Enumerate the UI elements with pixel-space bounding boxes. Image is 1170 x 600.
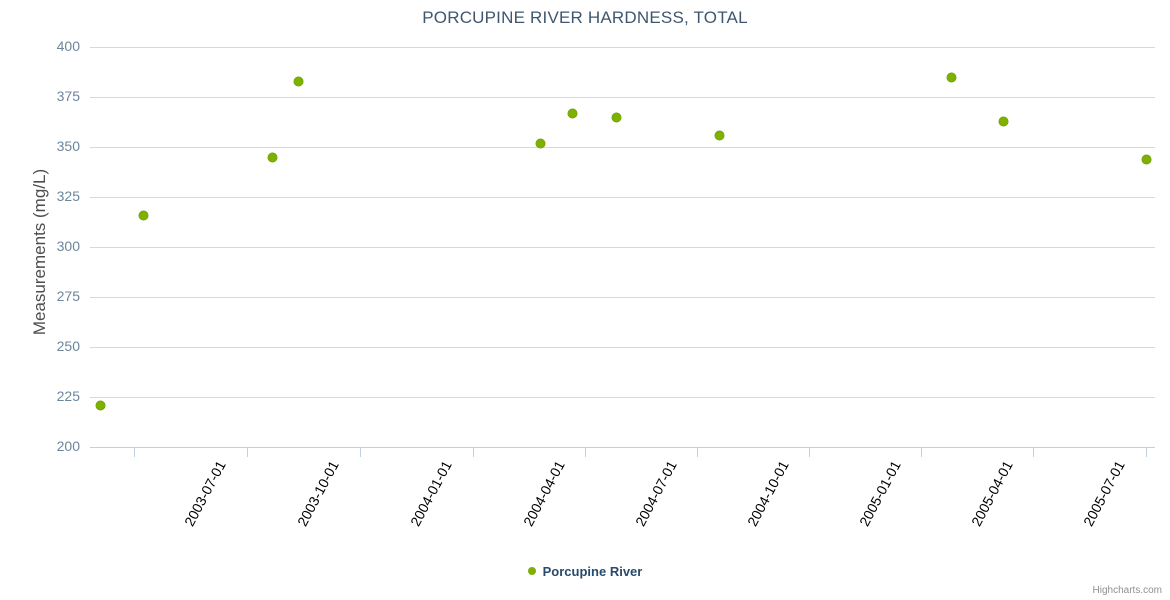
y-axis-tick-label: 400	[56, 38, 80, 54]
data-point[interactable]	[567, 108, 577, 118]
legend-marker-icon	[527, 567, 536, 575]
x-axis-tick-label: 2004-04-01	[519, 458, 568, 529]
x-axis-tick	[585, 448, 586, 457]
data-point[interactable]	[535, 138, 545, 148]
x-axis-tick	[921, 448, 922, 457]
data-point[interactable]	[946, 72, 956, 82]
credits-link[interactable]: Highcharts.com	[1092, 585, 1162, 596]
x-axis-tick	[697, 448, 698, 457]
y-axis-tick-label: 350	[56, 138, 80, 154]
y-axis-tick-label: 325	[56, 188, 80, 204]
x-axis-tick-label: 2004-07-01	[631, 458, 680, 529]
data-point[interactable]	[998, 116, 1008, 126]
x-axis-tick	[1146, 448, 1147, 457]
x-axis-tick-label: 2005-04-01	[967, 458, 1016, 529]
y-axis-tick-label: 375	[56, 88, 80, 104]
x-axis-tick-label: 2005-07-01	[1079, 458, 1128, 529]
data-point[interactable]	[611, 112, 621, 122]
grid-line	[90, 347, 1155, 348]
grid-line	[90, 247, 1155, 248]
data-point[interactable]	[138, 210, 148, 220]
x-axis-tick	[134, 448, 135, 457]
x-axis-tick-label: 2003-10-01	[293, 458, 342, 529]
x-axis-line	[90, 447, 1155, 448]
legend-item-label: Porcupine River	[542, 563, 643, 579]
plot-area	[90, 47, 1155, 447]
y-axis-tick-label: 275	[56, 288, 80, 304]
x-axis-tick	[473, 448, 474, 457]
grid-line	[90, 297, 1155, 298]
x-axis-tick	[1033, 448, 1034, 457]
data-point[interactable]	[714, 130, 724, 140]
y-axis-tick-label: 200	[56, 438, 80, 454]
grid-line	[90, 397, 1155, 398]
y-axis-tick-label: 225	[56, 388, 80, 404]
data-point[interactable]	[95, 400, 105, 410]
chart-legend: Porcupine River	[0, 563, 1170, 579]
x-axis-tick-label: 2005-01-01	[855, 458, 904, 529]
x-axis-tick-label: 2004-01-01	[406, 458, 455, 529]
y-axis-tick-label: 300	[56, 238, 80, 254]
data-point[interactable]	[267, 152, 277, 162]
grid-line	[90, 47, 1155, 48]
y-axis-tick-label: 250	[56, 338, 80, 354]
grid-line	[90, 97, 1155, 98]
data-point[interactable]	[293, 76, 303, 86]
x-axis-tick-label: 2003-07-01	[180, 458, 229, 529]
x-axis-tick	[360, 448, 361, 457]
x-axis-tick	[809, 448, 810, 457]
chart-title: PORCUPINE RIVER HARDNESS, TOTAL	[422, 8, 748, 27]
grid-line	[90, 197, 1155, 198]
x-axis-tick	[247, 448, 248, 457]
grid-line	[90, 147, 1155, 148]
x-axis-tick-label: 2004-10-01	[743, 458, 792, 529]
data-point[interactable]	[1141, 154, 1151, 164]
legend-item-porcupine-river[interactable]: Porcupine River	[527, 563, 643, 579]
